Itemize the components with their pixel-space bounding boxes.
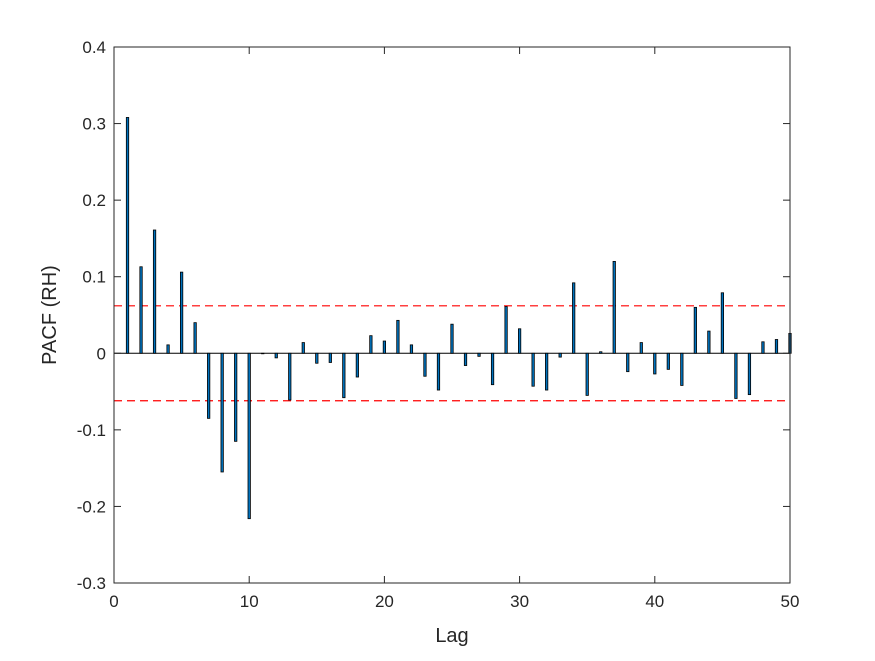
pacf-bar [409,344,414,354]
pacf-bar [518,328,522,354]
x-tick-label: 40 [645,592,664,611]
pacf-bar [680,352,684,386]
pacf-bar [720,292,725,354]
pacf-bar [288,352,292,401]
pacf-bar [612,260,616,354]
pacf-bar [369,335,373,354]
pacf-bar [247,352,251,520]
y-tick-label: 0.3 [82,115,106,134]
pacf-bar [666,352,670,370]
pacf-bar [179,271,184,354]
pacf-bar [342,352,346,399]
pacf-bar [450,323,454,354]
x-tick-label: 30 [510,592,529,611]
pacf-bar [531,352,535,387]
pacf-bar [639,342,643,354]
plot-area [114,47,790,583]
pacf-bar [734,352,738,399]
y-tick-label: 0.4 [82,38,106,57]
pacf-bar [545,352,549,391]
pacf-bar [355,352,359,378]
pacf-bar [761,341,765,354]
y-axis-label: PACF (RH) [39,265,61,365]
pacf-bar [220,352,224,473]
pacf-bar [774,339,779,354]
pacf-bar [382,340,387,354]
pacf-bar [152,229,157,354]
pacf-bar [490,352,495,386]
y-tick-label: -0.3 [77,574,106,593]
pacf-bar [328,352,332,363]
pacf-bar [693,306,697,354]
pacf-bar [301,342,305,354]
pacf-bar [193,322,197,354]
pacf-bar [599,351,603,354]
pacf-bar [423,352,427,377]
x-tick-label: 10 [240,592,259,611]
pacf-bar [261,352,265,355]
y-tick-label: 0 [97,344,106,363]
pacf-bar [274,352,278,359]
x-axis-label: Lag [435,625,468,647]
pacf-bar [125,117,130,354]
pacf-bar [747,352,752,396]
pacf-bar [585,352,589,396]
pacf-bar [572,282,576,354]
pacf-bar [477,352,481,357]
pacf-bar [558,352,562,358]
y-tick-label: -0.2 [77,497,106,516]
pacf-bar [653,352,657,375]
pacf-bar [139,266,143,354]
y-axis-ticks: -0.3 -0.2 -0.1 0 0.1 0.2 0.3 0.4 [77,38,790,593]
x-tick-label: 50 [781,592,800,611]
pacf-bar [396,319,400,354]
y-tick-label: 0.1 [82,268,106,287]
pacf-bar [504,306,508,354]
y-tick-label: -0.1 [77,421,106,440]
x-axis-ticks: 0 10 20 30 40 50 [109,47,799,611]
pacf-bar [463,352,468,366]
y-tick-label: 0.2 [82,191,106,210]
x-tick-label: 0 [109,592,118,611]
pacf-bar [707,330,711,354]
pacf-bar [207,352,211,419]
pacf-bar [315,352,319,364]
plot-frame [113,46,791,584]
pacf-bar [234,352,238,442]
pacf-bar [436,352,441,391]
pacf-bar [166,344,170,354]
pacf-bar [626,352,630,373]
confidence-bounds [114,305,790,402]
x-tick-label: 20 [375,592,394,611]
